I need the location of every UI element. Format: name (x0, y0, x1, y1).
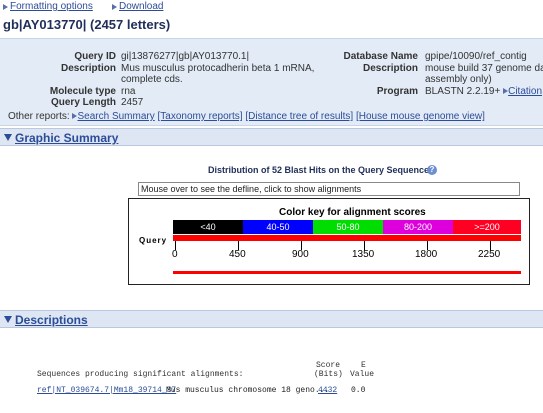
graphic-summary-title[interactable]: Graphic Summary (15, 131, 119, 145)
evalue-header-2: Value (350, 370, 375, 379)
axis-tick (427, 241, 428, 250)
citation-link[interactable]: Citation (508, 86, 543, 97)
graphic-summary-header[interactable]: Graphic Summary (0, 128, 543, 146)
genome-view-link[interactable]: [House mouse genome view] (355, 111, 485, 122)
axis-tick (175, 241, 176, 250)
result-accession-link[interactable]: ref|NT_039674.7|Mm18_39714_37 (37, 386, 177, 395)
score-segment-40-50: 40-50 (243, 220, 313, 234)
query-id-label: Query ID (74, 51, 116, 62)
triangle-right-icon (503, 88, 509, 94)
axis-tick-label: 1800 (415, 249, 438, 260)
triangle-right-icon (3, 4, 8, 10)
triangle-down-icon (4, 316, 12, 323)
sequences-column-label: Sequences producing significant alignmen… (37, 370, 244, 379)
database-desc-label: Description (362, 63, 418, 74)
query-bar (173, 235, 521, 241)
score-segment-ge200: >=200 (453, 220, 521, 234)
result-score-link[interactable]: 4432 (318, 386, 338, 395)
axis-tick (364, 241, 365, 250)
distance-tree-link[interactable]: [Distance tree of results] (245, 111, 354, 122)
axis-tick-label: 2250 (478, 249, 501, 260)
molecule-type-label: Molecule type (49, 86, 116, 97)
program-label: Program (376, 86, 418, 97)
score-header-1: Score (316, 361, 341, 370)
axis-tick (490, 241, 491, 250)
score-segment-lt40: <40 (173, 220, 243, 234)
download-link[interactable]: Download (119, 1, 164, 12)
axis-tick (238, 241, 239, 250)
query-desc-label: Description (60, 63, 116, 74)
top-toolbar: Formatting options Download (0, 0, 543, 14)
query-label: Query (139, 236, 168, 245)
database-name-value: gpipe/10090/ref_contig (425, 51, 527, 62)
database-desc-line1: mouse build 37 genome da (425, 63, 543, 74)
color-key-title: Color key for alignment scores (279, 207, 426, 218)
triangle-down-icon (4, 134, 12, 141)
taxonomy-reports-link[interactable]: [Taxonomy reports] (157, 111, 243, 122)
page-title: gb|AY013770| (2457 letters) (3, 17, 171, 32)
query-info-box: Query ID gi|13876277|gb|AY013770.1| Desc… (0, 38, 543, 126)
score-segment-50-80: 50-80 (313, 220, 383, 234)
axis-tick-label: 0 (172, 249, 178, 260)
descriptions-header[interactable]: Descriptions (0, 310, 543, 328)
help-icon[interactable]: ? (427, 165, 437, 175)
score-header-2: (Bits) (314, 370, 343, 379)
axis-tick-label: 900 (292, 249, 309, 260)
database-desc-line2: assembly only) (425, 74, 492, 85)
axis-tick-label: 450 (229, 249, 246, 260)
triangle-right-icon (72, 113, 78, 119)
query-desc-line2: complete cds. (121, 74, 183, 85)
formatting-options-link[interactable]: Formatting options (10, 1, 93, 12)
other-reports: Other reports: Search Summary [Taxonomy … (8, 111, 485, 122)
query-length-label: Query Length (50, 97, 116, 108)
query-id-value: gi|13876277|gb|AY013770.1| (121, 51, 250, 62)
blast-hit-bar[interactable] (173, 271, 521, 274)
axis-tick (301, 241, 302, 250)
descriptions-title[interactable]: Descriptions (15, 313, 88, 327)
defline-input[interactable]: Mouse over to see the defline, click to … (138, 182, 520, 196)
program-value: BLASTN 2.2.19+ Citation (425, 86, 543, 97)
query-desc-line1: Mus musculus protocadherin beta 1 mRNA, (121, 63, 315, 74)
result-description: Mus musculus chromosome 18 geno... (166, 386, 330, 395)
distribution-text: Distribution of 52 Blast Hits on the Que… (208, 165, 430, 175)
axis-tick-label: 1350 (352, 249, 375, 260)
other-reports-label: Other reports: (8, 111, 70, 122)
result-evalue: 0.0 (351, 386, 366, 395)
search-summary-link[interactable]: Search Summary (77, 111, 155, 122)
query-length-value: 2457 (121, 97, 144, 108)
color-key-box: Color key for alignment scores <40 40-50… (128, 198, 530, 285)
molecule-type-value: rna (121, 86, 136, 97)
database-name-label: Database Name (343, 51, 418, 62)
triangle-right-icon (112, 4, 117, 10)
evalue-header-1: E (361, 361, 366, 370)
score-segment-80-200: 80-200 (383, 220, 453, 234)
